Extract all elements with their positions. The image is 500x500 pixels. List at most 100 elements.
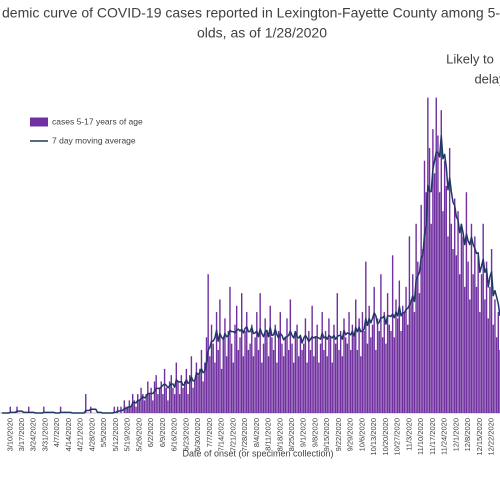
bar xyxy=(427,97,429,413)
bar xyxy=(487,318,489,413)
bar xyxy=(474,236,476,413)
bar xyxy=(321,312,323,413)
bar xyxy=(209,356,211,413)
bar xyxy=(229,286,231,413)
bar xyxy=(376,318,379,413)
bar xyxy=(395,299,397,413)
bar xyxy=(143,400,146,413)
x-tick-label: 8/25/2020 xyxy=(287,418,296,451)
x-tick-label: 4/21/2020 xyxy=(76,418,85,451)
bar xyxy=(9,406,11,413)
bar xyxy=(189,375,191,413)
x-tick-label: 8/4/2020 xyxy=(252,418,261,447)
bar xyxy=(400,331,402,413)
bar xyxy=(232,362,235,413)
legend-label: cases 5-17 years of age xyxy=(52,116,143,126)
bar xyxy=(147,381,149,413)
x-tick-label: 7/7/2020 xyxy=(205,418,214,447)
bar xyxy=(142,394,144,413)
bar xyxy=(324,331,327,413)
bar xyxy=(279,312,281,413)
bar xyxy=(197,375,199,413)
bar xyxy=(210,324,213,413)
bar xyxy=(204,362,206,413)
bar xyxy=(301,349,303,413)
bar xyxy=(358,318,360,413)
bar xyxy=(371,324,374,413)
bar xyxy=(182,387,184,413)
bar xyxy=(162,394,164,413)
x-tick-label: 4/14/2020 xyxy=(64,418,73,451)
x-tick-label: 4/7/2020 xyxy=(52,418,61,447)
bar xyxy=(391,255,394,413)
bar xyxy=(138,400,141,413)
bar xyxy=(28,406,30,413)
x-tick-label: 5/19/2020 xyxy=(123,418,132,451)
bar xyxy=(257,349,260,413)
x-tick-label: 10/20/2020 xyxy=(381,418,390,456)
bar xyxy=(465,192,468,413)
x-tick-label: 7/28/2020 xyxy=(240,418,249,451)
bar xyxy=(413,312,416,413)
bar xyxy=(470,223,473,413)
bar xyxy=(217,349,219,413)
bar xyxy=(393,337,396,413)
bar xyxy=(264,318,266,413)
x-tick-label: 9/8/2020 xyxy=(310,418,319,447)
bar xyxy=(194,381,196,413)
x-tick-label: 8/18/2020 xyxy=(275,418,284,451)
bar xyxy=(177,381,179,413)
bar xyxy=(116,406,119,413)
bar xyxy=(277,331,280,413)
bar xyxy=(418,293,421,413)
bar xyxy=(254,337,256,413)
bar xyxy=(244,331,246,413)
bar xyxy=(167,400,169,413)
x-tick-label: 11/17/2020 xyxy=(428,418,437,455)
bar xyxy=(304,318,307,413)
x-tick-label: 6/9/2020 xyxy=(158,418,167,447)
legend-label: 7 day moving average xyxy=(52,135,136,145)
bar xyxy=(380,274,382,413)
bar xyxy=(187,394,189,413)
bar xyxy=(155,375,157,413)
bar xyxy=(130,406,132,413)
bar xyxy=(333,324,335,413)
bar xyxy=(220,368,223,413)
bar xyxy=(267,356,270,413)
x-tick-label: 12/8/2020 xyxy=(463,418,472,451)
bar xyxy=(294,331,297,413)
x-tick-label: 6/2/2020 xyxy=(146,418,155,447)
bar xyxy=(195,362,198,413)
bar xyxy=(412,274,414,413)
x-tick-label: 9/15/2020 xyxy=(322,418,331,451)
bar xyxy=(422,249,424,413)
bar xyxy=(199,368,201,413)
bar xyxy=(281,343,283,413)
bar xyxy=(368,305,370,413)
bar xyxy=(484,299,486,413)
bar xyxy=(467,261,469,413)
bar xyxy=(388,324,390,413)
bar xyxy=(425,192,427,413)
bar xyxy=(363,331,365,413)
bar xyxy=(423,160,426,413)
bar xyxy=(271,337,273,413)
bar xyxy=(200,349,203,413)
bar xyxy=(242,356,245,413)
bar xyxy=(398,280,401,413)
bar xyxy=(479,312,481,413)
bar xyxy=(375,349,377,413)
bar xyxy=(269,305,271,413)
x-axis-title: Date of onset (or specimen collection) xyxy=(182,448,333,458)
bar xyxy=(480,274,483,413)
bar xyxy=(318,362,320,413)
bar xyxy=(160,381,162,413)
bar xyxy=(378,331,380,413)
bar xyxy=(165,387,167,413)
bar xyxy=(329,337,332,413)
bar xyxy=(475,286,478,413)
bar xyxy=(234,324,236,413)
bar xyxy=(227,331,229,413)
bar xyxy=(351,324,354,413)
